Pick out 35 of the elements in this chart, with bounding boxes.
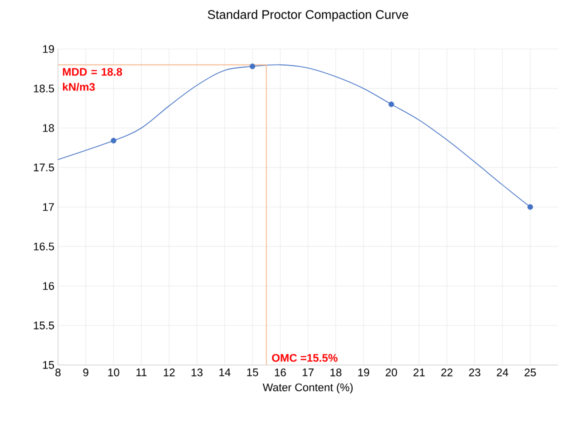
ref-line-label: OMC =15.5%	[272, 354, 338, 362]
y-tick-label: 16	[43, 282, 54, 290]
x-tick-label: 21	[414, 368, 425, 376]
ref-line-label: MDD = 18.8 kN/m3	[62, 68, 122, 91]
x-tick-label: 10	[108, 368, 120, 376]
x-tick-label: 15	[247, 368, 258, 376]
y-tick-label: 16.5	[34, 242, 54, 250]
x-tick-label: 19	[358, 368, 370, 376]
x-tick-label: 9	[83, 368, 88, 376]
x-tick-label: 13	[192, 368, 203, 376]
point	[110, 138, 116, 144]
point	[250, 64, 256, 70]
x-tick-label: 18	[330, 368, 342, 376]
y-tick-label: 17.5	[34, 164, 54, 172]
x-tick-label: 23	[469, 368, 480, 376]
x-tick-label: 14	[219, 368, 230, 376]
y-tick-label: 19	[43, 45, 54, 53]
x-tick-label: 22	[441, 368, 452, 376]
x-tick-label: 24	[496, 368, 508, 376]
y-tick-label: 15	[43, 361, 54, 369]
x-tick-label: 16	[274, 368, 286, 376]
x-tick-label: 20	[386, 368, 398, 376]
point	[388, 101, 394, 108]
y-tick-label: 15.5	[34, 322, 54, 330]
y-tick-label: 18	[43, 124, 54, 132]
x-tick-label: 11	[136, 368, 147, 376]
x-tick-label: 17	[302, 368, 314, 376]
chart-title: Standard Proctor Compaction Curve	[208, 10, 408, 22]
y-tick-label: 17	[43, 203, 54, 211]
x-tick-label: 12	[164, 368, 175, 376]
x-tick-label: 8	[55, 368, 61, 376]
point	[527, 204, 534, 210]
x-tick-label: 25	[524, 368, 536, 376]
x-axis-title: Water Content (%)	[262, 383, 353, 394]
y-tick-label: 18.5	[34, 84, 54, 92]
